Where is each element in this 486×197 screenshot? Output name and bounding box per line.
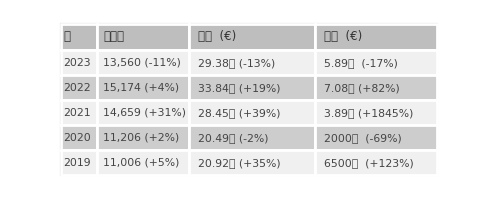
Bar — [315, 50, 437, 75]
Bar — [61, 50, 97, 75]
Bar — [189, 125, 315, 150]
Text: 2020: 2020 — [63, 133, 91, 143]
Text: 14,659 (+31%): 14,659 (+31%) — [103, 108, 186, 118]
Text: 2019: 2019 — [63, 158, 91, 168]
Text: 33.84亿 (+19%): 33.84亿 (+19%) — [198, 83, 280, 93]
Bar — [61, 150, 97, 175]
Bar — [189, 24, 315, 50]
Bar — [61, 100, 97, 125]
Bar — [97, 125, 189, 150]
Bar — [189, 150, 315, 175]
Text: 收入  (€): 收入 (€) — [198, 30, 236, 43]
Text: 2021: 2021 — [63, 108, 91, 118]
Bar — [97, 100, 189, 125]
Bar — [189, 50, 315, 75]
Text: 2023: 2023 — [63, 58, 91, 68]
Bar — [97, 150, 189, 175]
Bar — [315, 24, 437, 50]
Bar — [189, 100, 315, 125]
Bar — [61, 24, 97, 50]
Text: 29.38亿 (-13%): 29.38亿 (-13%) — [198, 58, 275, 68]
Bar — [61, 125, 97, 150]
Bar — [315, 100, 437, 125]
Text: 零售价: 零售价 — [103, 30, 124, 43]
Bar — [61, 75, 97, 100]
Bar — [97, 75, 189, 100]
Text: 5.89亿  (-17%): 5.89亿 (-17%) — [324, 58, 398, 68]
Bar — [97, 24, 189, 50]
Text: 6500万  (+123%): 6500万 (+123%) — [324, 158, 413, 168]
Text: 11,206 (+2%): 11,206 (+2%) — [103, 133, 179, 143]
Text: 运营  (€): 运营 (€) — [324, 30, 362, 43]
Text: 13,560 (-11%): 13,560 (-11%) — [103, 58, 181, 68]
Bar — [315, 125, 437, 150]
Text: 20.49亿 (-2%): 20.49亿 (-2%) — [198, 133, 268, 143]
Text: 3.89亿 (+1845%): 3.89亿 (+1845%) — [324, 108, 413, 118]
Bar — [189, 75, 315, 100]
Text: 15,174 (+4%): 15,174 (+4%) — [103, 83, 179, 93]
Text: 11,006 (+5%): 11,006 (+5%) — [103, 158, 179, 168]
Bar — [315, 75, 437, 100]
Text: 2022: 2022 — [63, 83, 91, 93]
Text: 年: 年 — [63, 30, 70, 43]
Text: 20.92亿 (+35%): 20.92亿 (+35%) — [198, 158, 280, 168]
Bar — [315, 150, 437, 175]
Text: 7.08亿 (+82%): 7.08亿 (+82%) — [324, 83, 399, 93]
Bar — [97, 50, 189, 75]
Text: 28.45亿 (+39%): 28.45亿 (+39%) — [198, 108, 280, 118]
Text: 2000万  (-69%): 2000万 (-69%) — [324, 133, 401, 143]
